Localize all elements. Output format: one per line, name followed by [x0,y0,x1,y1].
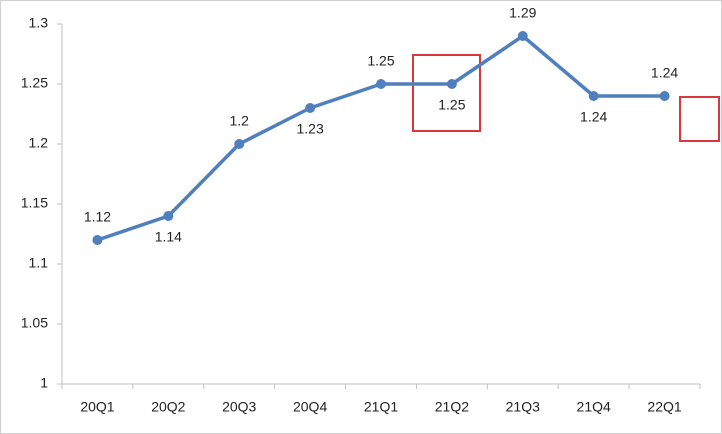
y-tick-label: 1.1 [29,255,49,271]
x-tick-label: 21Q3 [506,399,540,415]
data-label: 1.25 [367,53,394,69]
data-label: 1.12 [84,209,111,225]
x-tick-label: 20Q4 [293,399,327,415]
y-tick-label: 1.05 [21,315,48,331]
data-label: 1.29 [509,5,536,21]
data-label: 1.14 [155,229,182,245]
y-tick-label: 1.2 [29,135,49,151]
x-tick-label: 20Q3 [222,399,256,415]
x-tick-label: 20Q1 [80,399,114,415]
y-tick-label: 1.25 [21,75,48,91]
point [376,79,386,89]
x-tick-label: 21Q2 [435,399,469,415]
point [305,103,316,113]
data-label: 1.24 [651,65,678,81]
x-tick-label: 21Q4 [577,399,611,415]
point [92,235,103,245]
point [446,79,457,89]
x-tick-label: 22Q1 [647,399,681,415]
point [163,211,174,221]
y-tick-label: 1.3 [29,15,49,31]
point [517,31,528,41]
point [588,91,599,101]
point [234,139,245,149]
highlight-box [412,54,481,132]
x-tick-label: 20Q2 [151,399,185,415]
highlight-box [679,96,720,142]
data-label: 1.2 [229,113,249,129]
data-label: 1.25 [438,97,465,113]
data-label: 1.23 [296,121,323,137]
x-tick-label: 21Q1 [364,399,398,415]
point [659,91,670,101]
y-tick-label: 1 [40,375,48,391]
data-label: 1.24 [580,109,607,125]
y-tick-label: 1.15 [21,195,48,211]
